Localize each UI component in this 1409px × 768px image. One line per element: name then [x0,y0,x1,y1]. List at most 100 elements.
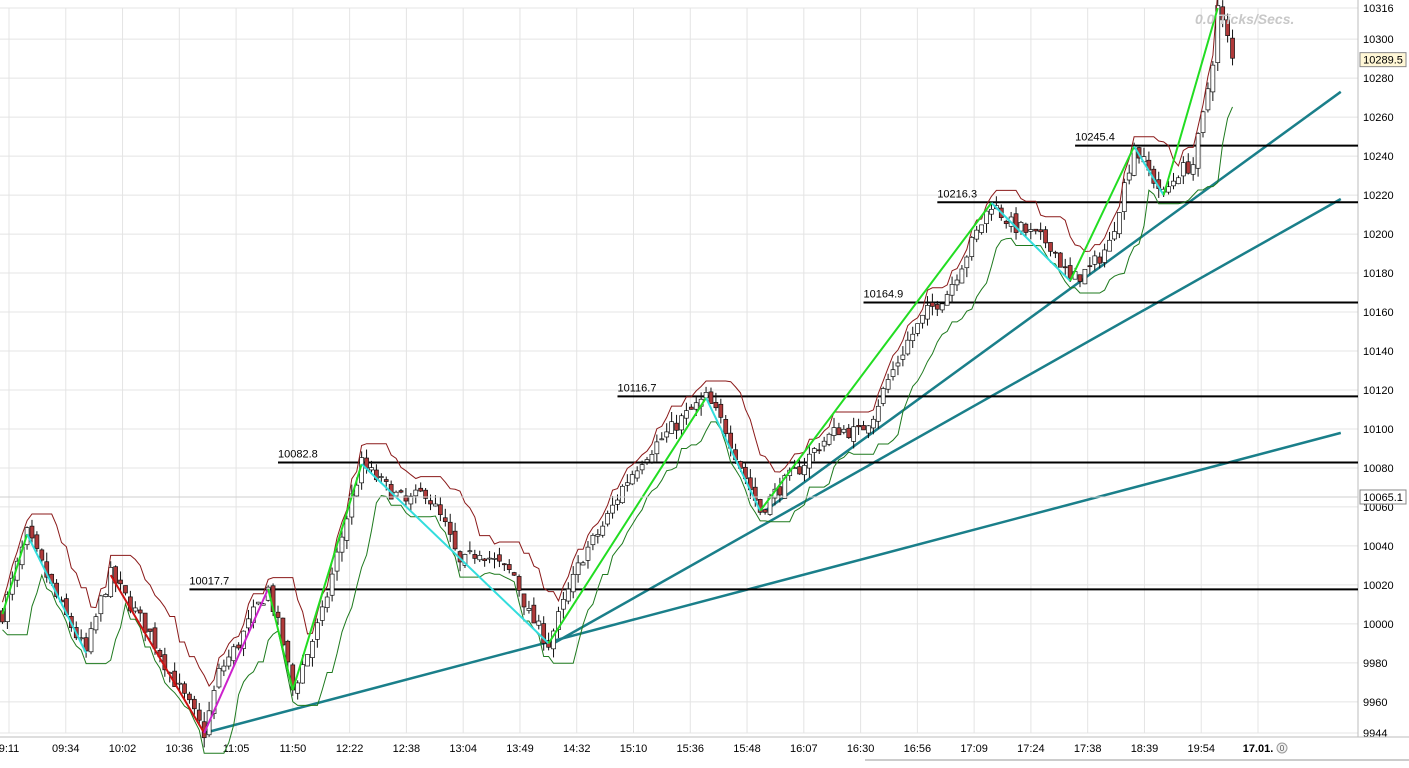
candle-body [1033,228,1039,232]
candle-body [934,304,940,310]
candle-body [1097,256,1103,264]
candle-body [344,518,350,541]
candle-body [39,549,45,561]
x-tick-label: 14:32 [563,743,591,755]
candle-body [152,627,158,649]
candle-body [546,640,551,648]
candle-body [1038,229,1043,233]
candle-layer [0,0,1235,748]
candle-body [275,611,281,618]
candle-body [693,402,699,410]
candle-body [944,294,950,306]
y-tick-label: 10220 [1363,190,1394,202]
candle-body [452,530,458,550]
candle-body [531,604,537,624]
candle-body [211,690,217,714]
candle-body [1003,220,1009,224]
candle-body [1102,249,1107,263]
candle-body [536,620,542,626]
zigzag-segment [1162,7,1219,196]
y-tick-label: 10316 [1363,3,1394,15]
candle-body [600,525,606,536]
candle-body [472,554,478,559]
candle-body [679,415,684,431]
candle-body [1126,172,1132,181]
candle-body [890,369,896,377]
candle-body [1210,64,1216,93]
zigzag-segment [1,533,29,615]
candle-body [1023,223,1029,233]
y-tick-label: 10120 [1363,385,1394,397]
candle-body [319,606,325,621]
candle-body [329,573,335,596]
grid-layer [0,7,1358,734]
candle-body [438,504,443,516]
zigzag-segment [990,202,1071,282]
y-tick-label: 10100 [1363,424,1394,436]
zigzag-segment [26,533,88,654]
zigzag-segment [1069,145,1136,282]
candle-body [521,593,527,608]
candle-body [664,431,670,438]
candle-body [684,410,689,419]
price-box [1359,52,1407,68]
candle-body [777,486,783,496]
candle-body [885,379,891,390]
candle-body [108,567,114,597]
candle-body [123,585,128,594]
candle-body [1121,182,1127,212]
candle-body [1067,265,1073,279]
candle-body [467,550,473,553]
candle-body [383,479,389,482]
candle-body [1166,186,1171,193]
candle-body [447,521,453,535]
y-tick-label: 10180 [1363,268,1394,280]
candle-body [442,517,448,523]
candle-body [339,536,345,553]
zigzag-segment [267,588,294,691]
candle-body [905,339,911,355]
candle-body [1082,268,1088,285]
zigzag-segment [705,397,762,512]
candle-body [403,495,409,502]
candle-body [221,665,227,672]
x-tick-label: 10:02 [109,743,137,755]
zigzag-layer [1,7,1219,734]
candle-body [974,229,980,240]
candle-body [718,403,724,418]
y-tick-label: 10160 [1363,307,1394,319]
trend-line [203,431,1342,735]
candle-body [418,487,424,492]
x-end-badge [1276,742,1288,754]
candle-body [192,698,197,710]
candle-body [875,405,881,422]
x-tick-label: 11:50 [280,743,307,755]
x-tick-label: 17.01. [1243,743,1274,755]
candle-body [659,438,665,441]
zigzag-segment [360,463,550,645]
y-tick-label: 10140 [1363,346,1394,358]
candle-body [477,555,483,561]
candle-body [1131,148,1137,176]
x-tick-label: 15:10 [620,743,648,755]
candle-body [856,425,861,428]
horizontal-level-label: 10116.7 [617,382,656,394]
horizontal-level-label: 10245.4 [1075,132,1115,144]
candle-body [1205,88,1211,111]
candle-body [1048,242,1053,252]
candle-body [1185,161,1191,174]
horizontal-level-label: 10017.7 [189,575,229,587]
horizontal-level-label: 10082.8 [278,448,318,460]
candle-body [811,448,817,453]
candle-body [98,595,104,615]
y-tick-label: 10080 [1363,463,1394,475]
candle-body [969,237,975,257]
candle-body [831,427,837,436]
candle-body [1028,229,1034,232]
candle-body [428,500,433,505]
candle-body [196,709,202,721]
candle-body [620,485,625,504]
x-tick-label: 17:24 [1017,743,1045,755]
